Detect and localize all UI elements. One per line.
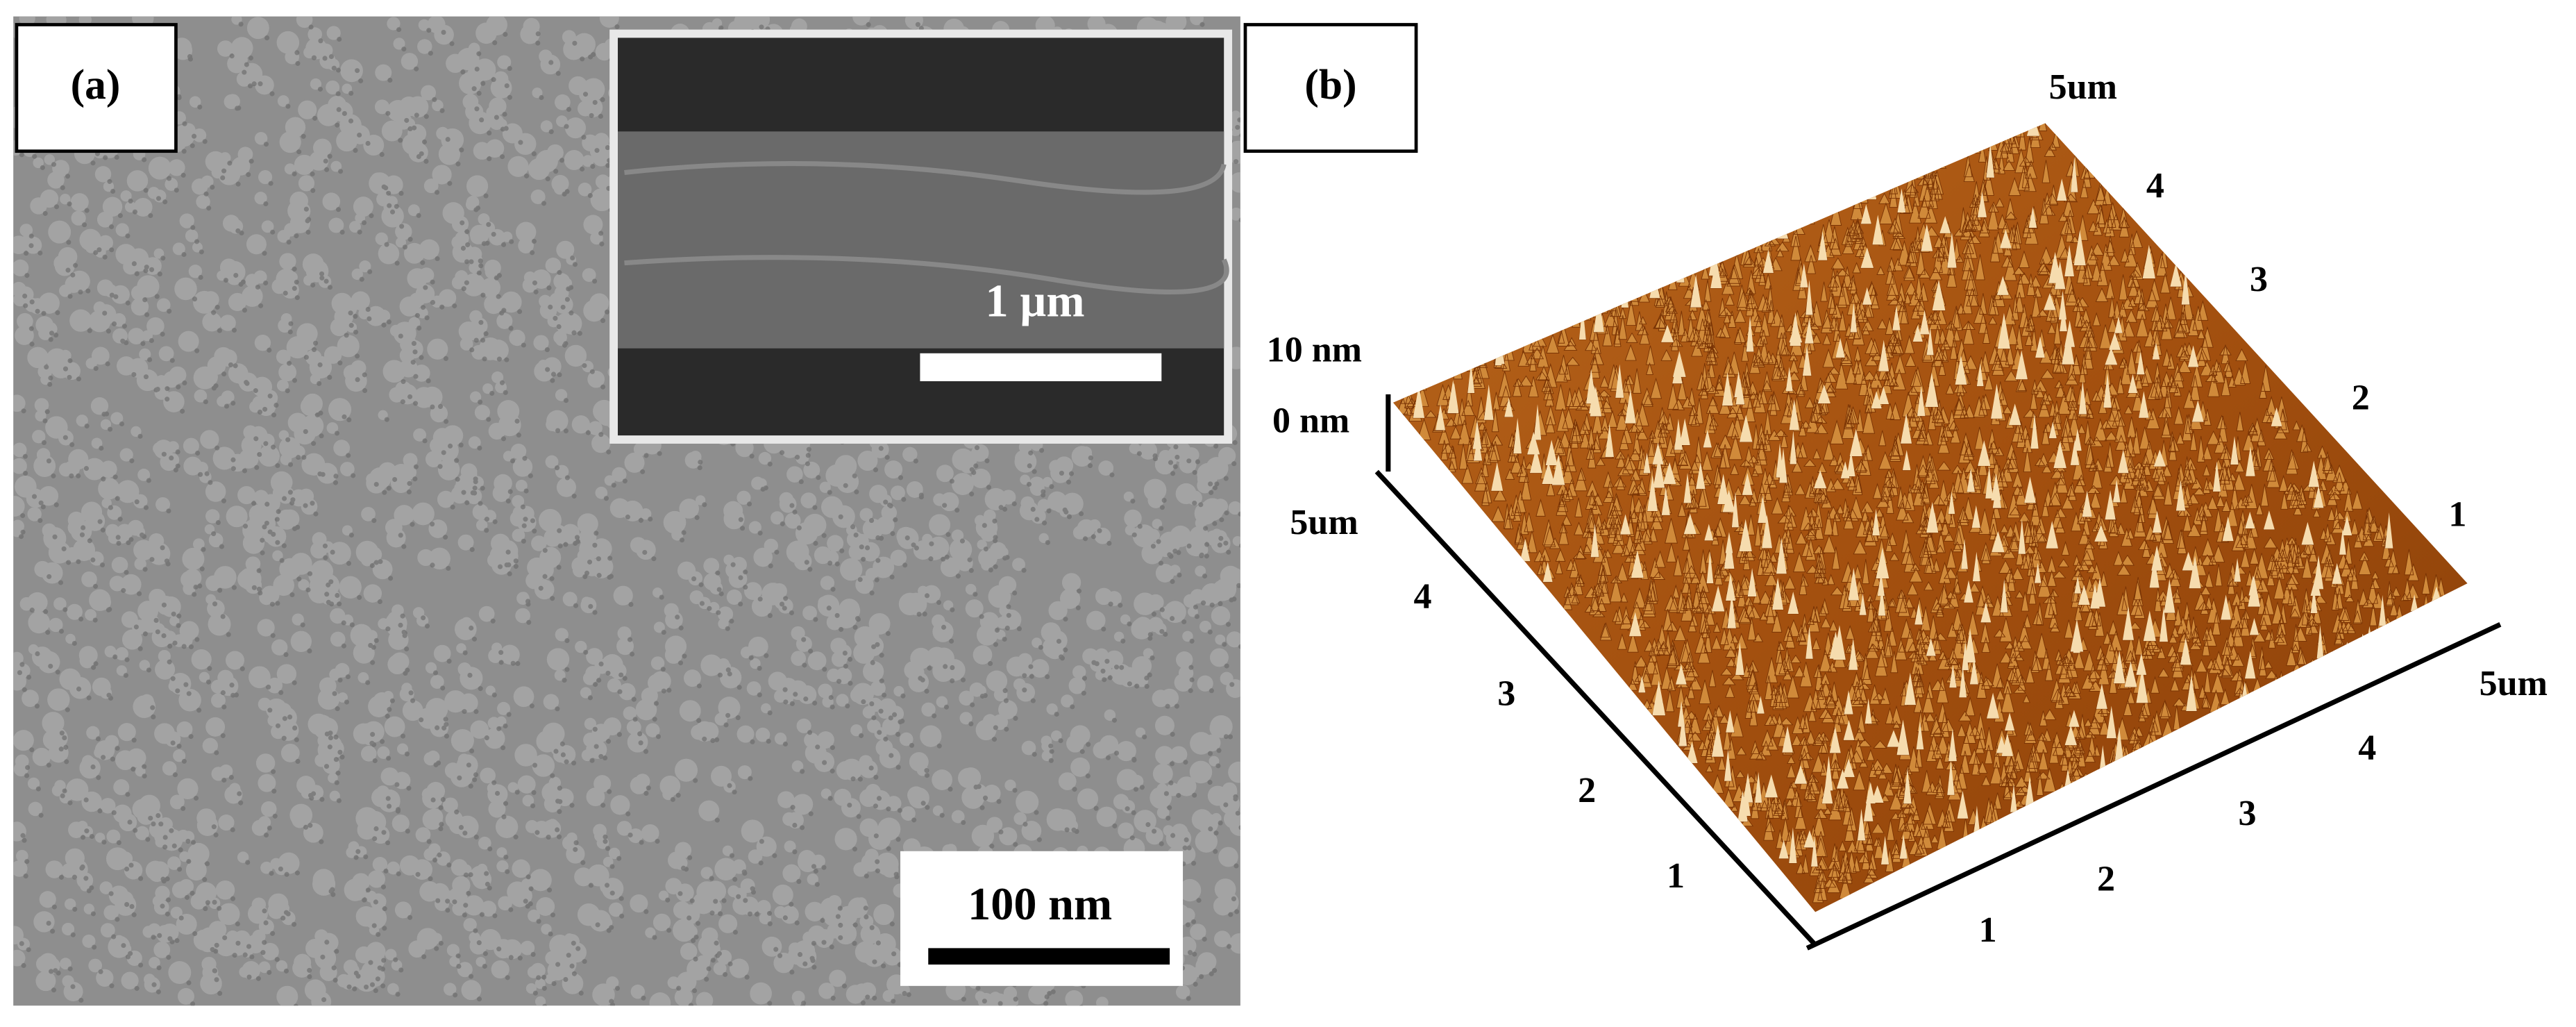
texture: [1413, 123, 2442, 867]
afm-labels: 10 nm 0 nm 5um 4 3 2 1 1 2 3 4 5um 1 2 3…: [1267, 67, 2548, 950]
axis-label: 1: [1667, 856, 1685, 896]
axis-label: 5um: [1290, 503, 1358, 542]
axis-label: 2: [2097, 860, 2115, 899]
inset-scale-label: 1 µm: [986, 276, 1085, 326]
axis-label: 2: [1578, 771, 1596, 810]
axis-label: 5um: [2049, 67, 2117, 107]
axis-label: 3: [1497, 674, 1515, 713]
axis-label: 3: [2250, 260, 2268, 299]
texture: [13, 16, 1240, 1006]
axis-label: 4: [1414, 577, 1432, 617]
panel-label: (a): [71, 61, 121, 108]
axis-label: 3: [2238, 794, 2256, 833]
axis-label: 2: [2352, 378, 2370, 417]
axis-label: 4: [2146, 166, 2164, 206]
axis-label: 1: [1979, 910, 1997, 950]
afm-axes: [1374, 394, 2502, 951]
inset-texture: [624, 161, 1229, 295]
z-label: 0 nm: [1272, 401, 1349, 440]
scale-label: 100 nm: [968, 879, 1112, 930]
inset-scale-bar: [920, 353, 1162, 382]
label-box: [15, 23, 178, 153]
scale-bar: [928, 948, 1170, 965]
axis-label: 1: [2448, 494, 2466, 534]
afm-texture: [1397, 123, 2459, 903]
axis-label: 4: [2358, 728, 2376, 767]
panel-label: (b): [1304, 61, 1356, 108]
axis-label: 5um: [2480, 664, 2548, 703]
z-label: 10 nm: [1267, 331, 1362, 370]
label-box: [1243, 23, 1418, 153]
